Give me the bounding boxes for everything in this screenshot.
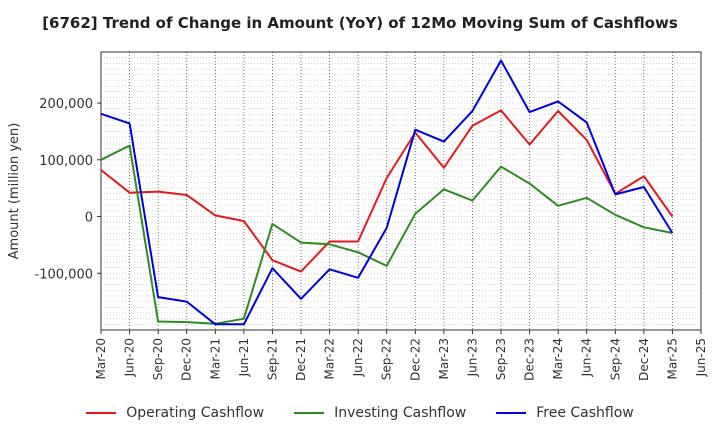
x-tick-label: Mar-20 (94, 338, 108, 379)
x-tick-label: Sep-23 (494, 338, 508, 380)
y-tick-label: 0 (85, 211, 93, 226)
x-tick-label: Mar-21 (208, 338, 222, 379)
x-tick-label: Jun-24 (580, 338, 594, 377)
x-tick-label: Mar-23 (437, 338, 451, 379)
x-tick-label: Jun-25 (694, 338, 708, 377)
legend-label: Free Cashflow (536, 405, 634, 421)
x-tick-label: Jun-21 (237, 338, 251, 377)
y-axis-label: Amount (million yen) (7, 123, 22, 260)
series-line-operating-cashflow (100, 109, 674, 273)
legend-label: Operating Cashflow (126, 405, 265, 421)
legend: Operating Cashflow Investing Cashflow Free… (0, 405, 720, 421)
x-tick-label: Sep-22 (380, 338, 394, 380)
plot-frame (100, 51, 702, 331)
x-tick-label: Dec-22 (408, 338, 422, 381)
x-tick-label: Sep-20 (151, 338, 165, 380)
x-tick-label: Jun-20 (123, 338, 137, 377)
y-tick-label: -100,000 (35, 267, 93, 282)
x-tick-label: Sep-21 (265, 338, 279, 380)
x-tick-label: Mar-25 (665, 338, 679, 379)
chart-title: [6762] Trend of Change in Amount (YoY) o… (42, 14, 678, 32)
legend-label: Investing Cashflow (334, 405, 467, 421)
x-tick-label: Jun-23 (465, 338, 479, 377)
x-tick-label: Dec-21 (294, 338, 308, 381)
legend-swatch (496, 412, 527, 414)
legend-item: Operating Cashflow (86, 405, 264, 421)
x-tick-label: Jun-22 (351, 338, 365, 377)
x-tick-label: Mar-24 (551, 338, 565, 379)
legend-swatch (294, 412, 325, 414)
x-tick-label: Sep-24 (608, 338, 622, 380)
x-tick-label: Dec-20 (180, 338, 194, 381)
legend-swatch (86, 412, 117, 414)
series-line-investing-cashflow (100, 144, 673, 325)
y-tick-label: 100,000 (39, 154, 93, 169)
legend-item: Investing Cashflow (294, 405, 466, 421)
legend-item: Free Cashflow (496, 405, 634, 421)
y-tick-label: 200,000 (39, 97, 93, 112)
series-line-free-cashflow (100, 59, 674, 326)
x-tick-label: Mar-22 (323, 338, 337, 379)
x-tick-label: Dec-23 (523, 338, 537, 381)
x-tick-label: Dec-24 (637, 338, 651, 381)
